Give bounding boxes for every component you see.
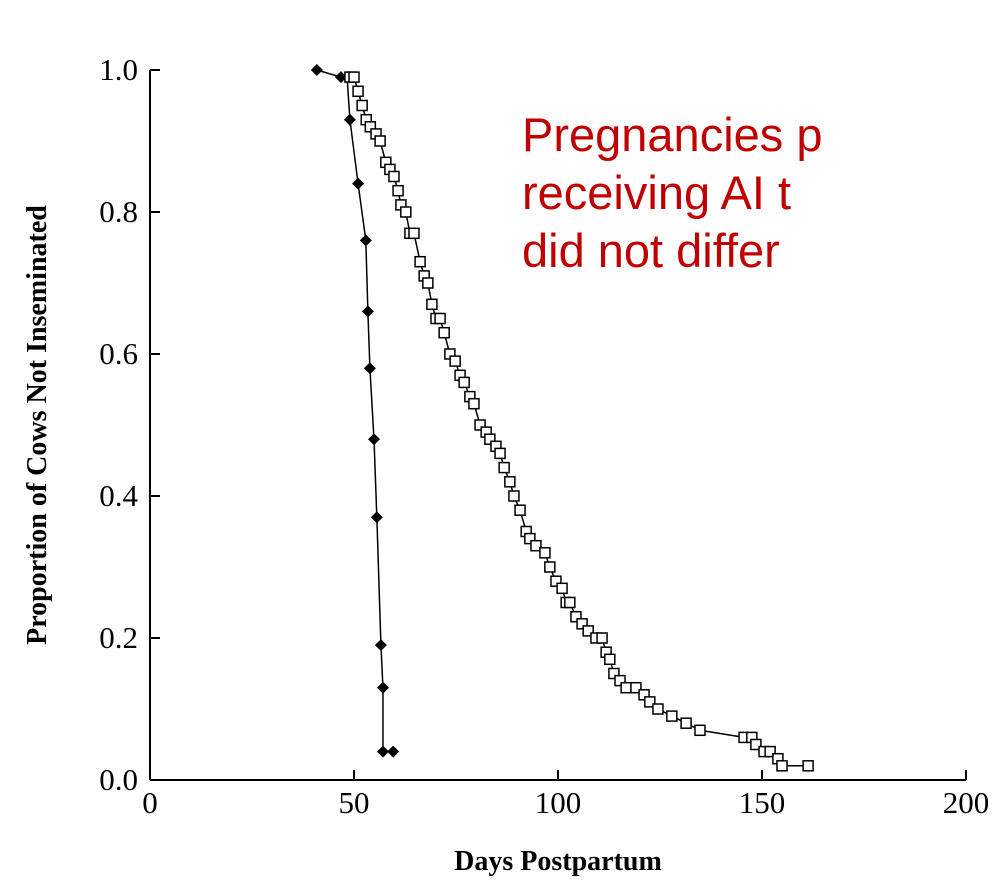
x-tick-label: 0	[142, 785, 158, 820]
square-marker	[474, 419, 486, 431]
square-marker	[388, 170, 400, 183]
square-marker	[426, 298, 438, 311]
square-marker	[438, 326, 450, 339]
diamond-marker	[363, 362, 376, 375]
x-tick-label: 100	[535, 785, 582, 820]
x-tick-label: 150	[739, 785, 786, 820]
square-marker	[608, 667, 620, 680]
square-marker	[356, 99, 368, 112]
diamond-marker	[376, 681, 389, 694]
square-marker	[504, 476, 516, 488]
y-tick-label: 0.0	[99, 762, 138, 797]
square-marker	[544, 561, 556, 573]
square-marker	[556, 582, 568, 595]
square-marker	[802, 760, 814, 772]
square-marker	[524, 532, 536, 545]
diamond-marker	[359, 234, 372, 247]
diamond-marker	[387, 745, 400, 758]
square-marker	[422, 277, 434, 289]
square-marker	[764, 745, 776, 758]
square-marker	[458, 376, 470, 389]
square-marker	[400, 206, 412, 218]
x-tick-label: 50	[339, 785, 370, 820]
diamond-marker	[343, 113, 356, 126]
square-marker	[508, 490, 520, 502]
square-marker	[604, 653, 616, 666]
diamond-marker	[374, 639, 387, 652]
annotation: receiving AI t	[522, 166, 791, 219]
y-axis-label: Proportion of Cows Not Inseminated	[22, 205, 53, 645]
y-tick-label: 0.2	[99, 620, 138, 655]
x-tick-label: 200	[943, 785, 990, 820]
square-marker	[576, 618, 588, 630]
square-marker	[408, 227, 420, 240]
diamond-marker	[367, 433, 380, 446]
annotation: Pregnancies p	[522, 108, 822, 161]
diamond-marker	[370, 511, 383, 524]
diamond-marker	[352, 177, 365, 190]
square-marker	[666, 710, 678, 722]
square-marker	[352, 85, 364, 98]
y-tick-label: 0.8	[99, 194, 138, 229]
square-marker	[392, 184, 404, 197]
square-marker	[449, 355, 461, 367]
square-marker	[484, 433, 496, 445]
y-tick-label: 0.6	[99, 336, 138, 371]
square-marker	[539, 547, 551, 559]
square-marker	[564, 596, 576, 609]
square-marker	[652, 703, 664, 715]
diamond-marker	[334, 71, 347, 84]
diamond-marker	[310, 64, 323, 76]
square-marker	[348, 71, 360, 83]
y-tick-label: 1.0	[99, 52, 138, 87]
square-marker	[550, 575, 562, 587]
square-marker	[498, 461, 510, 474]
square-marker	[644, 696, 656, 708]
square-marker	[434, 312, 446, 325]
square-marker	[530, 539, 542, 552]
x-axis-label: Days Postpartum	[454, 846, 662, 877]
square-marker	[582, 625, 594, 637]
square-marker	[414, 255, 426, 268]
square-marker	[570, 610, 582, 623]
square-marker	[620, 681, 632, 694]
square-marker	[694, 724, 706, 737]
series-line	[316, 69, 394, 753]
diamond-marker	[361, 305, 374, 318]
square-marker	[776, 760, 788, 772]
square-marker	[630, 681, 642, 694]
y-tick-label: 0.4	[99, 478, 138, 513]
diamond-marker	[376, 745, 389, 758]
square-marker	[614, 674, 626, 687]
square-marker	[494, 447, 506, 460]
square-marker	[680, 717, 692, 729]
square-marker	[374, 135, 386, 147]
square-marker	[596, 632, 608, 644]
annotation: did not differ	[522, 224, 780, 277]
square-marker	[750, 738, 762, 751]
square-marker	[514, 504, 526, 516]
square-marker	[468, 397, 480, 410]
